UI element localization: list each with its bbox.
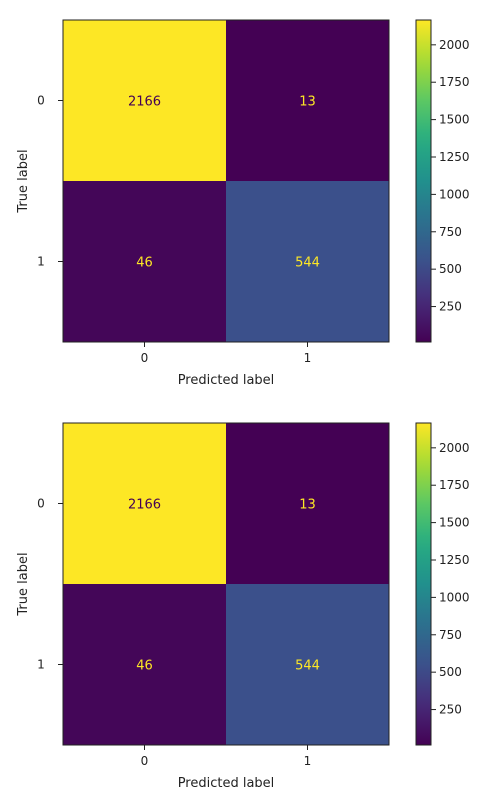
colorbar-tick-label: 1750 [439, 75, 470, 89]
cell-value-label: 544 [295, 659, 320, 674]
colorbar-tick-label: 1500 [439, 113, 470, 127]
colorbar-tick-label: 1750 [439, 478, 470, 492]
y-tick-label: 0 [37, 94, 45, 108]
heatmap-cell [226, 181, 389, 342]
heatmap-cell [226, 584, 389, 745]
cell-value-label: 2166 [128, 498, 161, 513]
colorbar-tick-label: 1250 [439, 553, 470, 567]
heatmap-cell [63, 584, 226, 745]
colorbar [415, 422, 432, 746]
heatmap-cell [63, 181, 226, 342]
cell-value-label: 13 [299, 95, 316, 110]
y-tick-label: 1 [37, 255, 45, 269]
y-axis-label: True label [16, 149, 31, 213]
cell-value-label: 2166 [128, 95, 161, 110]
colorbar-tick-label: 1000 [439, 590, 470, 604]
heatmap-cell [63, 20, 226, 181]
x-tick-label: 1 [304, 754, 312, 768]
cell-value-label: 13 [299, 498, 316, 513]
colorbar-tick-label: 500 [439, 262, 462, 276]
colorbar-tick-label: 500 [439, 665, 462, 679]
cell-value-label: 544 [295, 256, 320, 271]
colorbar [415, 19, 432, 343]
colorbar-tick-label: 750 [439, 225, 462, 239]
confusion-matrix-bottom: 2166 13 46 544 0 1 0 1 Predicted label True label… [16, 422, 470, 791]
colorbar-tick-label: 2000 [439, 441, 470, 455]
plot-frame [62, 19, 390, 343]
colorbar-tick-label: 2000 [439, 38, 470, 52]
colorbar-tick-label: 750 [439, 628, 462, 642]
heatmap-cell [226, 423, 389, 584]
x-tick-label: 0 [141, 754, 149, 768]
heatmap-cell [63, 423, 226, 584]
plot-frame [62, 422, 390, 746]
colorbar-tick-label: 250 [439, 300, 462, 314]
y-tick-label: 1 [37, 658, 45, 672]
colorbar-tick-label: 1500 [439, 516, 470, 530]
x-axis-label: Predicted label [178, 373, 275, 388]
cell-value-label: 46 [136, 256, 153, 271]
colorbar-tick-label: 250 [439, 703, 462, 717]
y-axis-label: True label [16, 552, 31, 616]
colorbar-tick-label: 1000 [439, 187, 470, 201]
cell-value-label: 46 [136, 659, 153, 674]
confusion-matrix-top: 2166 13 46 544 0 1 0 1 Predicted label True label… [16, 19, 470, 388]
x-tick-label: 1 [304, 351, 312, 365]
x-tick-label: 0 [141, 351, 149, 365]
y-tick-label: 0 [37, 497, 45, 511]
x-axis-label: Predicted label [178, 776, 275, 791]
colorbar-tick-label: 1250 [439, 150, 470, 164]
heatmap-cell [226, 20, 389, 181]
